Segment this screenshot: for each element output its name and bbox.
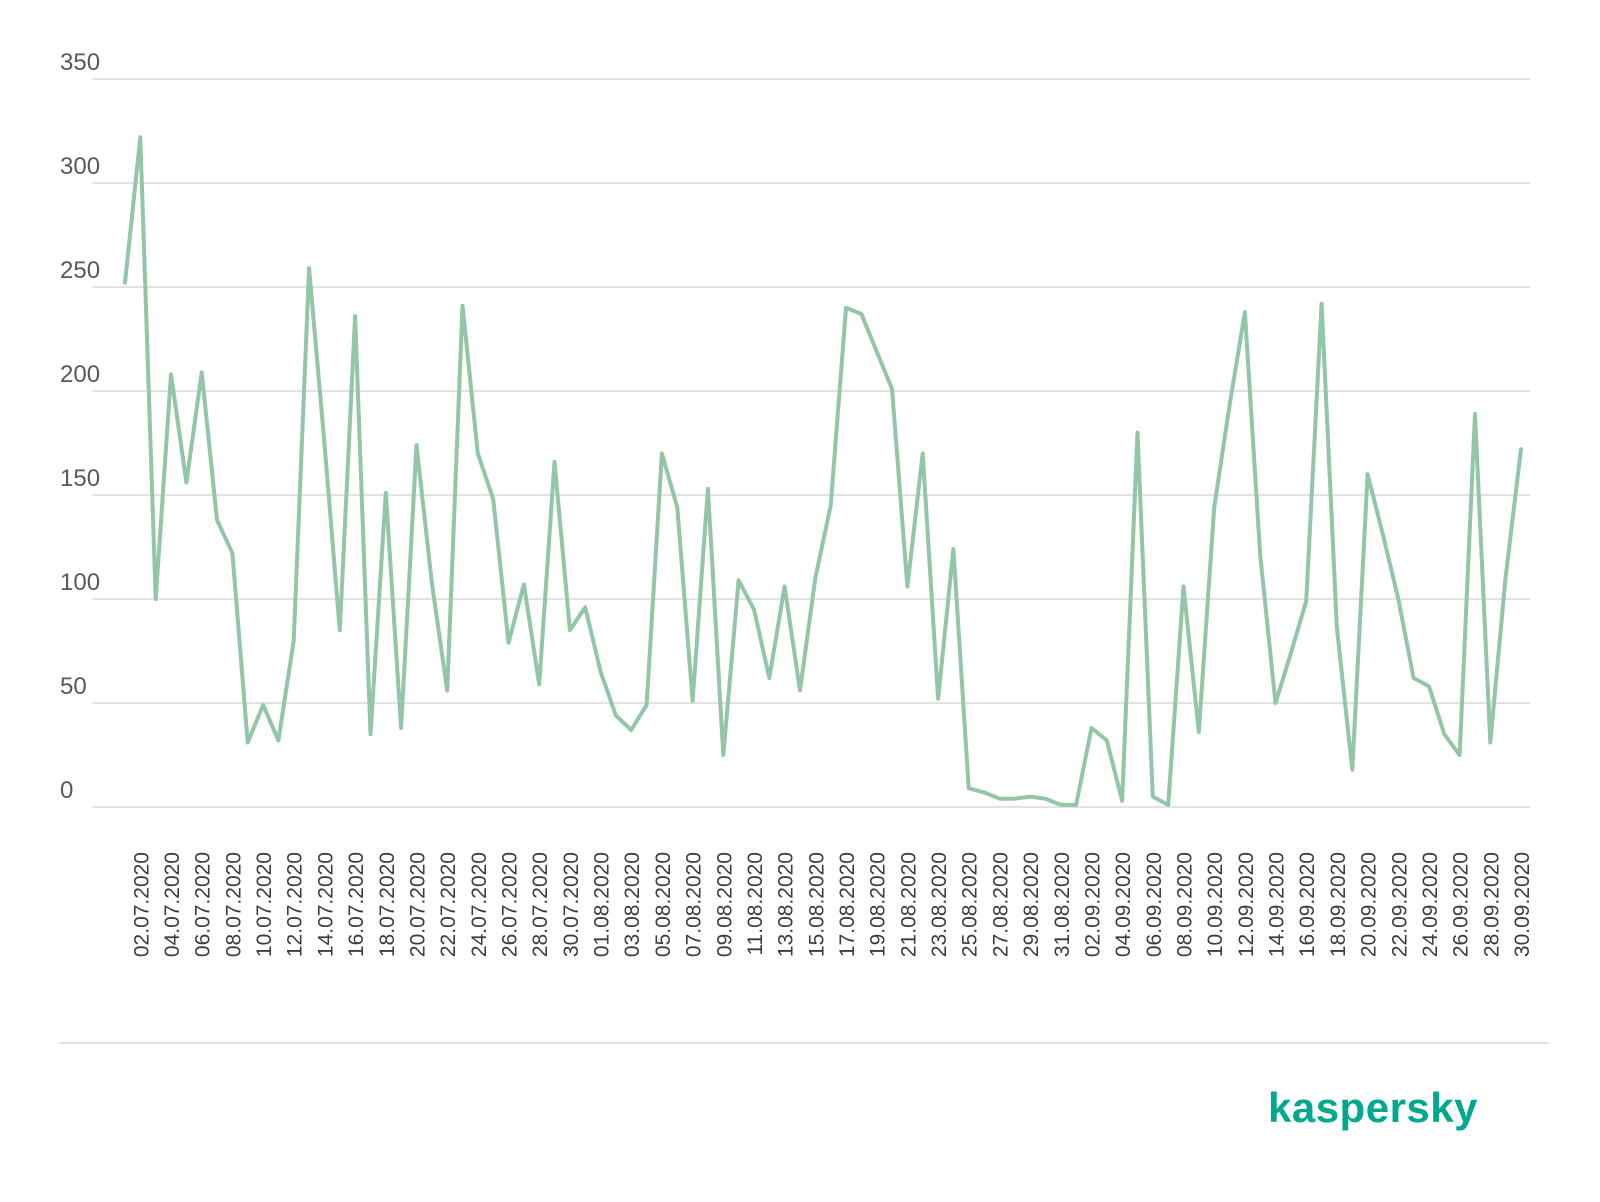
x-tick-label: 21.08.2020 <box>897 852 920 957</box>
x-tick-label: 02.09.2020 <box>1081 852 1104 957</box>
x-tick-label: 04.07.2020 <box>161 852 184 957</box>
x-tick-label: 20.07.2020 <box>406 852 429 957</box>
x-tick-label: 31.08.2020 <box>1051 852 1074 957</box>
x-tick-label: 22.07.2020 <box>437 852 460 957</box>
x-tick-label: 07.08.2020 <box>683 852 706 957</box>
x-tick-label: 08.09.2020 <box>1174 852 1197 957</box>
y-axis-tick-labels: 0 50 100 150 200 250 300 350 <box>60 49 100 804</box>
x-tick-label: 10.07.2020 <box>253 852 276 957</box>
x-tick-label: 28.09.2020 <box>1480 852 1503 957</box>
y-tick-label: 350 <box>60 49 100 76</box>
x-tick-label: 10.09.2020 <box>1204 852 1227 957</box>
x-tick-label: 22.09.2020 <box>1388 852 1411 957</box>
series-layer <box>123 135 1523 807</box>
x-tick-label: 12.07.2020 <box>284 852 307 957</box>
series-line-0 <box>123 135 1523 807</box>
x-tick-label: 30.07.2020 <box>560 852 583 957</box>
x-tick-label: 16.07.2020 <box>345 852 368 957</box>
x-tick-label: 13.08.2020 <box>775 852 798 957</box>
x-tick-label: 20.09.2020 <box>1358 852 1381 957</box>
x-tick-label: 23.08.2020 <box>928 852 951 957</box>
y-tick-label: 250 <box>60 257 100 284</box>
x-tick-label: 27.08.2020 <box>989 852 1012 957</box>
y-tick-label: 100 <box>60 569 100 596</box>
x-tick-label: 04.09.2020 <box>1112 852 1135 957</box>
y-tick-label: 150 <box>60 465 100 492</box>
x-tick-label: 14.07.2020 <box>314 852 337 957</box>
x-tick-label: 11.08.2020 <box>744 852 767 956</box>
x-tick-label: 26.09.2020 <box>1450 852 1473 957</box>
x-tick-label: 01.08.2020 <box>591 852 614 957</box>
y-tick-label: 0 <box>60 777 73 804</box>
x-tick-label: 05.08.2020 <box>652 852 675 957</box>
x-tick-label: 02.07.2020 <box>130 852 153 957</box>
x-tick-label: 26.07.2020 <box>499 852 522 957</box>
x-tick-label: 18.09.2020 <box>1327 852 1350 957</box>
kaspersky-logo: kaspersky <box>1267 1084 1478 1131</box>
x-tick-label: 06.09.2020 <box>1143 852 1166 957</box>
x-tick-label: 15.08.2020 <box>805 852 828 957</box>
x-tick-label: 29.08.2020 <box>1020 852 1043 957</box>
x-tick-label: 03.08.2020 <box>621 852 644 957</box>
x-tick-label: 24.09.2020 <box>1419 852 1442 957</box>
x-tick-label: 18.07.2020 <box>376 852 399 957</box>
y-tick-label: 200 <box>60 361 100 388</box>
x-tick-label: 17.08.2020 <box>836 852 859 957</box>
x-tick-label: 30.09.2020 <box>1511 852 1534 957</box>
x-tick-label: 08.07.2020 <box>222 852 245 957</box>
x-tick-label: 12.09.2020 <box>1235 852 1258 957</box>
x-tick-label: 24.07.2020 <box>468 852 491 957</box>
x-tick-label: 19.08.2020 <box>867 852 890 957</box>
y-tick-label: 300 <box>60 153 100 180</box>
x-tick-label: 28.07.2020 <box>529 852 552 957</box>
x-tick-label: 09.08.2020 <box>713 852 736 957</box>
x-axis-tick-labels: 02.07.2020 04.07.2020 06.07.2020 08.07.2020… <box>130 852 1534 957</box>
x-tick-label: 14.09.2020 <box>1266 852 1289 957</box>
y-tick-label: 50 <box>60 673 87 700</box>
x-tick-label: 25.08.2020 <box>959 852 982 957</box>
x-tick-label: 16.09.2020 <box>1296 852 1319 957</box>
x-tick-label: 06.07.2020 <box>192 852 215 957</box>
